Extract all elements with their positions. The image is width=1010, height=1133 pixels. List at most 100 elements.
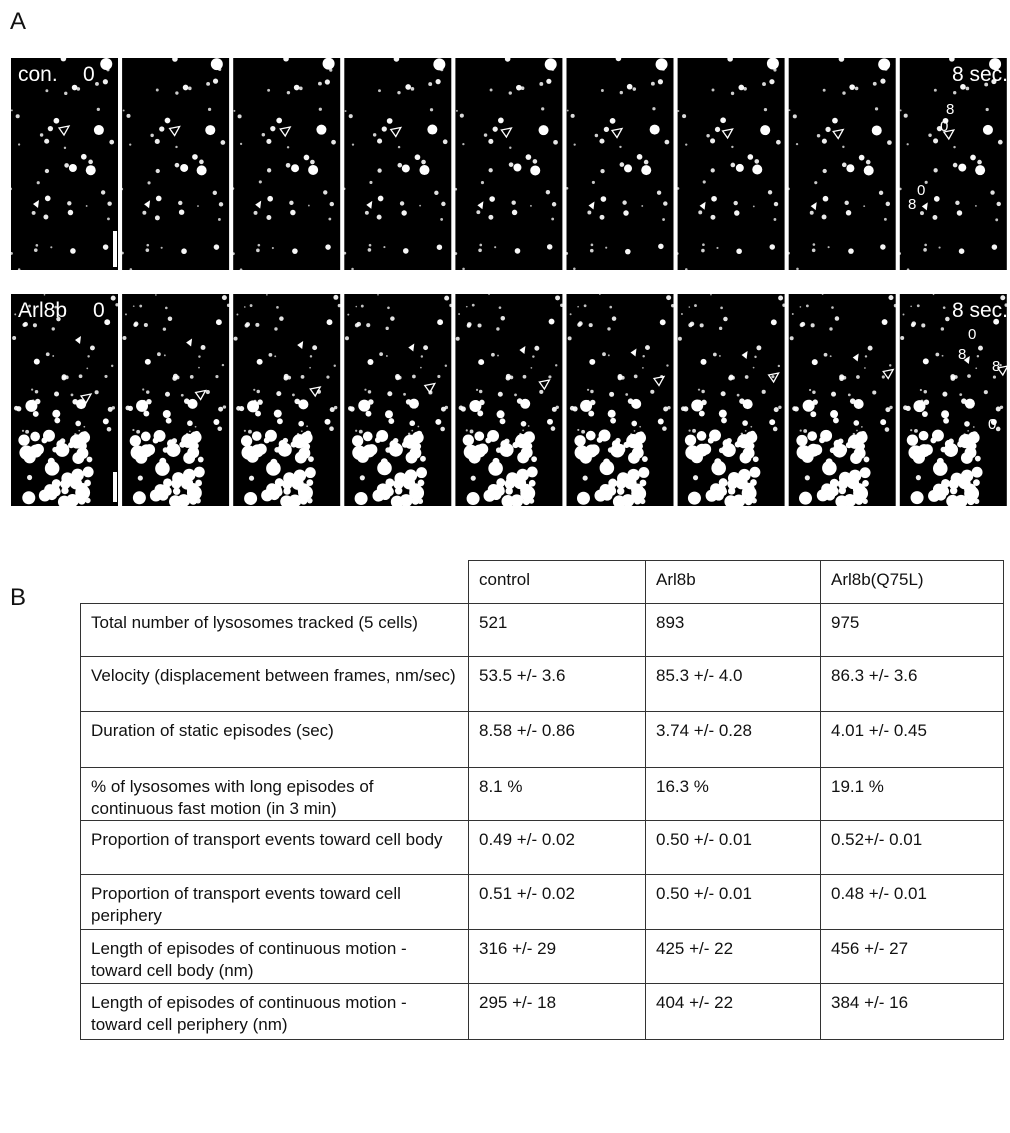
particle: [700, 323, 704, 327]
particle: [52, 479, 61, 488]
particle: [103, 79, 108, 84]
particle: [310, 355, 312, 357]
particle: [303, 491, 310, 498]
particle: [822, 293, 824, 295]
particle: [133, 305, 135, 307]
row-label: Length of episodes of continuous motion …: [81, 984, 469, 1040]
particle: [236, 314, 238, 316]
particle: [817, 134, 820, 137]
particle: [698, 389, 700, 391]
particle: [368, 390, 371, 393]
particle: [295, 452, 307, 464]
particle: [880, 419, 886, 425]
particle: [472, 304, 475, 307]
row-label: Length of episodes of continuous motion …: [81, 930, 469, 984]
table-row: Length of episodes of continuous motion …: [81, 984, 1004, 1040]
particle: [577, 429, 579, 431]
particle: [366, 444, 377, 455]
particle: [953, 163, 958, 168]
particle: [437, 375, 440, 378]
particle: [771, 375, 774, 378]
particle: [863, 205, 865, 207]
particle: [587, 211, 591, 215]
particle: [141, 432, 151, 442]
particle: [810, 411, 816, 417]
particle: [898, 252, 901, 255]
particle: [745, 430, 747, 432]
particle: [378, 89, 381, 92]
table-row: Length of episodes of continuous motion …: [81, 930, 1004, 984]
particle: [343, 252, 346, 255]
particle: [435, 419, 441, 425]
particle: [658, 79, 663, 84]
particle: [488, 215, 493, 220]
particle: [864, 165, 874, 175]
particle: [688, 492, 701, 505]
particle: [165, 392, 170, 397]
particle: [48, 458, 55, 465]
particle: [377, 168, 381, 172]
particle: [975, 456, 981, 462]
particle: [440, 427, 445, 432]
particle: [146, 248, 150, 252]
particle: [150, 134, 153, 137]
particle: [367, 359, 373, 365]
particle: [352, 446, 366, 460]
particle: [369, 244, 372, 247]
particle: [181, 248, 187, 254]
particle: [471, 476, 476, 481]
particle: [307, 498, 313, 504]
particle: [800, 430, 802, 432]
particle: [175, 146, 177, 148]
particle: [183, 85, 189, 91]
particle: [937, 458, 944, 465]
particle: [258, 244, 261, 247]
particle: [16, 406, 21, 411]
particle: [506, 487, 513, 494]
particle: [275, 478, 284, 487]
particle: [776, 140, 781, 145]
particle: [155, 139, 160, 144]
particle: [824, 353, 828, 357]
particle: [52, 447, 58, 453]
table-cell: 86.3 +/- 3.6: [821, 657, 1004, 712]
particle: [291, 164, 299, 172]
particle: [501, 316, 506, 321]
particle: [359, 430, 363, 434]
particle: [833, 418, 839, 424]
particle: [846, 164, 854, 172]
particle: [866, 160, 871, 165]
particle: [910, 305, 912, 307]
particle: [274, 355, 276, 357]
particle: [826, 458, 833, 465]
particle: [378, 196, 384, 202]
particle: [814, 181, 817, 184]
particle: [996, 427, 1001, 432]
particle: [812, 391, 815, 394]
particle: [570, 313, 572, 315]
particle: [90, 345, 95, 350]
particle: [609, 306, 612, 309]
particle: [83, 467, 94, 478]
scale-bar: [113, 472, 117, 502]
particle: [885, 427, 890, 432]
particle: [506, 376, 511, 381]
particle: [846, 442, 852, 448]
particle: [494, 246, 496, 248]
particle: [830, 448, 836, 454]
column-header: Arl8b: [646, 561, 821, 604]
particle: [581, 430, 585, 434]
particle: [25, 400, 37, 412]
particle: [688, 323, 692, 327]
particle: [831, 306, 834, 309]
particle: [497, 410, 505, 418]
particle: [842, 91, 845, 94]
particle: [476, 389, 478, 391]
particle: [526, 154, 532, 160]
particle: [289, 201, 293, 205]
particle: [183, 452, 195, 464]
particle: [862, 499, 868, 505]
particle: [551, 218, 554, 221]
particle: [352, 143, 354, 145]
particle: [803, 400, 815, 412]
